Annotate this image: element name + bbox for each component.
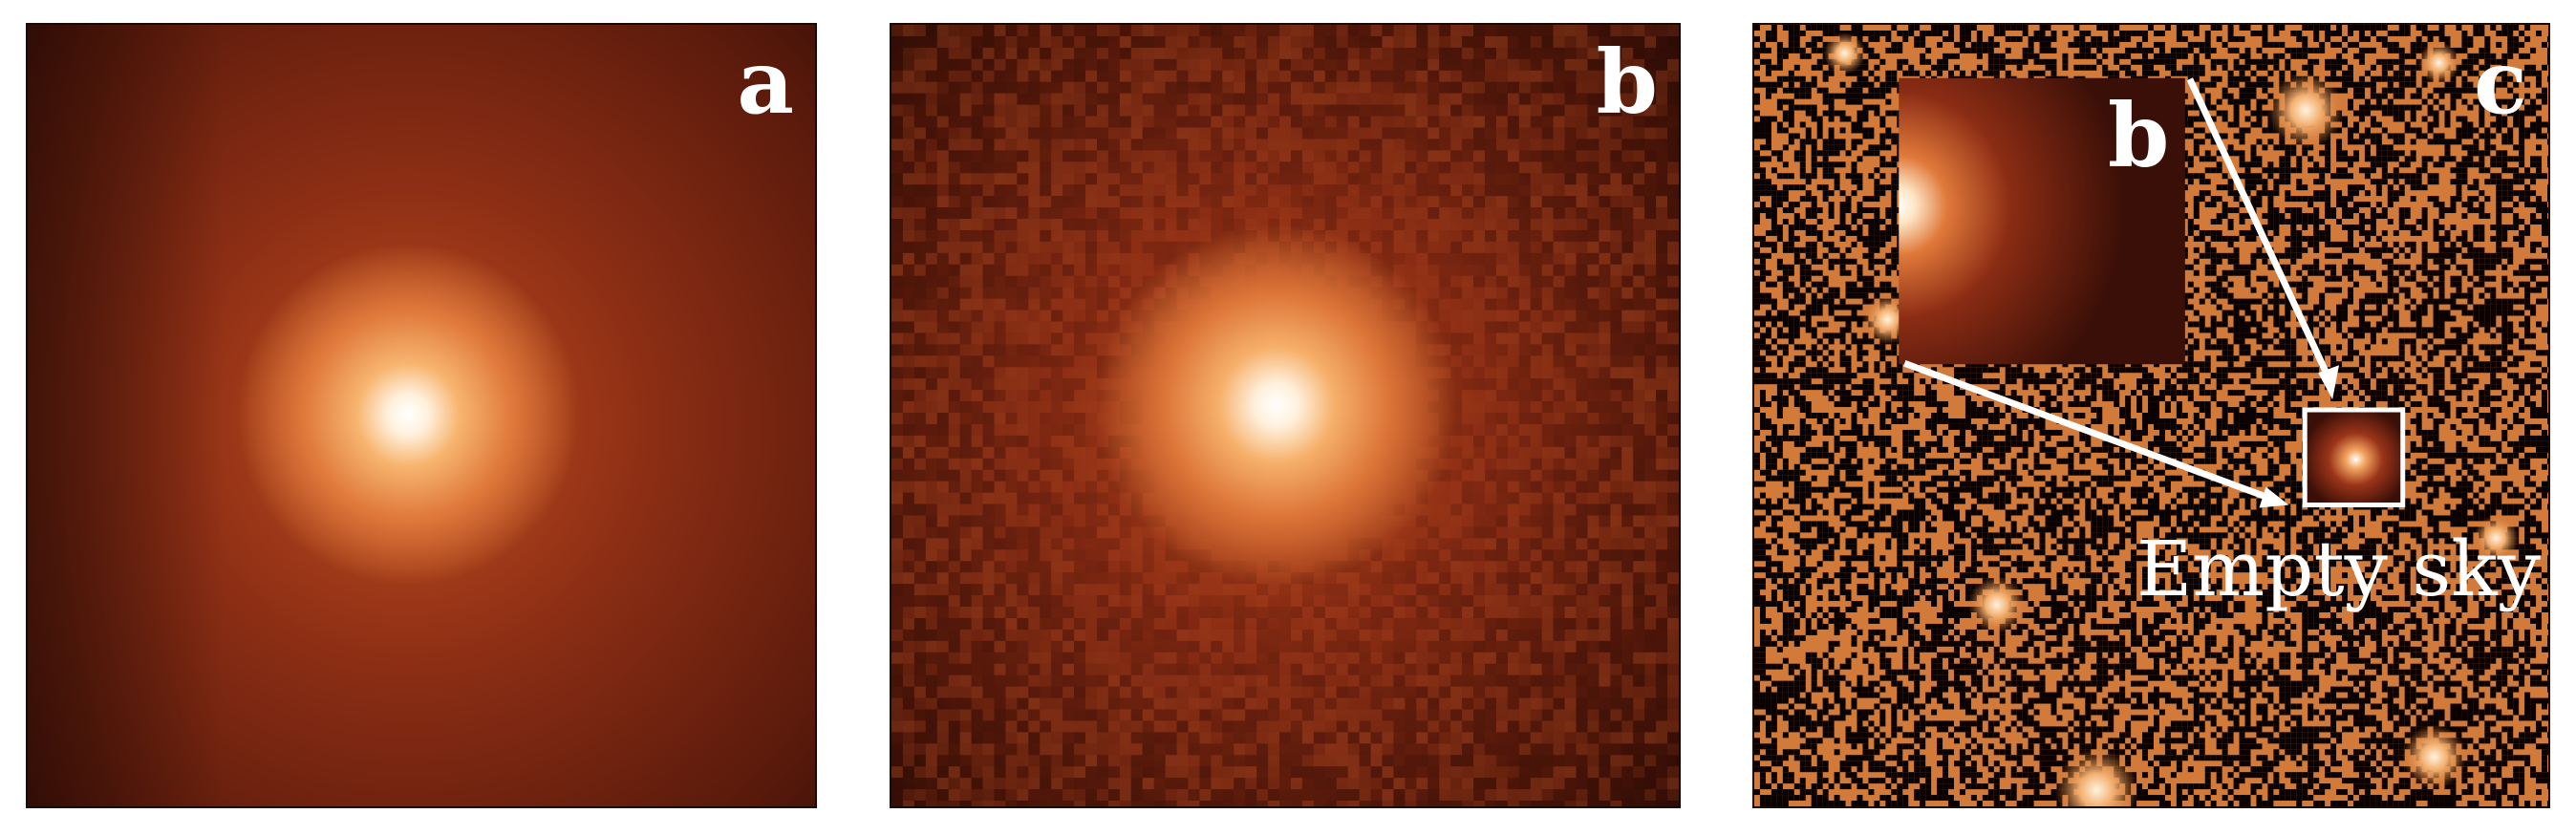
panel-c-label: c: [2473, 31, 2527, 134]
panel-a-image: [28, 25, 815, 806]
inset-label: b: [2108, 84, 2170, 187]
inset-galaxy-image: [1899, 77, 2185, 365]
panel-b-noisy-galaxy: b: [890, 23, 1681, 808]
panel-c-sky-field: c b Empty sky: [1752, 23, 2550, 808]
panel-a-smooth-galaxy: a: [26, 23, 817, 808]
panel-b-label: b: [1596, 31, 1658, 134]
panel-b-image: [891, 25, 1679, 806]
empty-sky-caption: Empty sky: [2136, 525, 2541, 613]
panel-c-image: [1754, 25, 2548, 806]
panel-a-label: a: [737, 31, 794, 134]
